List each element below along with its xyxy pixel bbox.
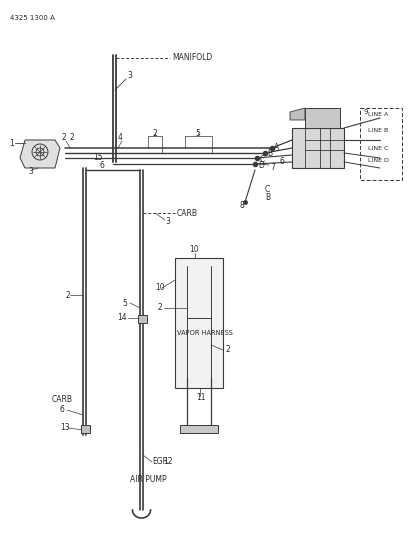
Text: 13: 13 xyxy=(60,424,70,432)
Text: AIR PUMP: AIR PUMP xyxy=(130,475,166,484)
Polygon shape xyxy=(20,140,60,168)
Text: 14: 14 xyxy=(117,313,126,322)
Text: EGR: EGR xyxy=(152,457,168,466)
Text: 11: 11 xyxy=(196,393,206,402)
Text: 2: 2 xyxy=(70,133,75,142)
Text: 5: 5 xyxy=(195,128,200,138)
Text: LINE C: LINE C xyxy=(368,146,388,150)
Bar xyxy=(292,128,344,168)
Text: VAPOR HARNESS: VAPOR HARNESS xyxy=(177,330,233,336)
Text: 2: 2 xyxy=(157,303,162,312)
Bar xyxy=(138,315,147,323)
Text: 10: 10 xyxy=(155,284,164,293)
Text: 1: 1 xyxy=(9,139,14,148)
Text: C: C xyxy=(260,155,265,164)
Polygon shape xyxy=(305,108,340,128)
Text: 6: 6 xyxy=(100,160,105,169)
Text: D: D xyxy=(258,160,264,169)
Text: 7: 7 xyxy=(270,163,275,172)
Text: 8: 8 xyxy=(240,200,245,209)
Text: 4: 4 xyxy=(118,133,123,142)
Text: 2: 2 xyxy=(65,290,70,300)
Text: 9: 9 xyxy=(363,109,368,115)
Text: LINE D: LINE D xyxy=(368,157,389,163)
Text: 4325 1300 A: 4325 1300 A xyxy=(10,15,55,21)
Text: 3: 3 xyxy=(28,167,33,176)
Text: C: C xyxy=(265,185,270,195)
Bar xyxy=(81,425,90,433)
Text: CARB: CARB xyxy=(52,395,73,405)
Text: 2: 2 xyxy=(225,345,230,354)
Text: LINE A: LINE A xyxy=(368,112,388,117)
Text: A: A xyxy=(274,143,279,152)
Text: 6: 6 xyxy=(60,406,65,415)
Bar xyxy=(360,108,402,180)
Text: 3: 3 xyxy=(165,217,170,227)
Text: B: B xyxy=(267,149,272,157)
Text: 5: 5 xyxy=(122,298,127,308)
Bar xyxy=(175,258,223,388)
Text: LINE B: LINE B xyxy=(368,127,388,133)
Text: 12: 12 xyxy=(163,457,173,466)
Text: B: B xyxy=(265,193,270,203)
Text: 10: 10 xyxy=(189,246,199,254)
Text: 6: 6 xyxy=(280,157,285,166)
Text: 15: 15 xyxy=(93,154,103,163)
Text: 2: 2 xyxy=(62,133,67,142)
Text: CARB: CARB xyxy=(177,208,198,217)
Polygon shape xyxy=(290,108,305,120)
Text: 2: 2 xyxy=(153,128,157,138)
Text: 3: 3 xyxy=(127,70,132,79)
Text: MANIFOLD: MANIFOLD xyxy=(172,53,212,62)
Bar xyxy=(180,425,218,433)
